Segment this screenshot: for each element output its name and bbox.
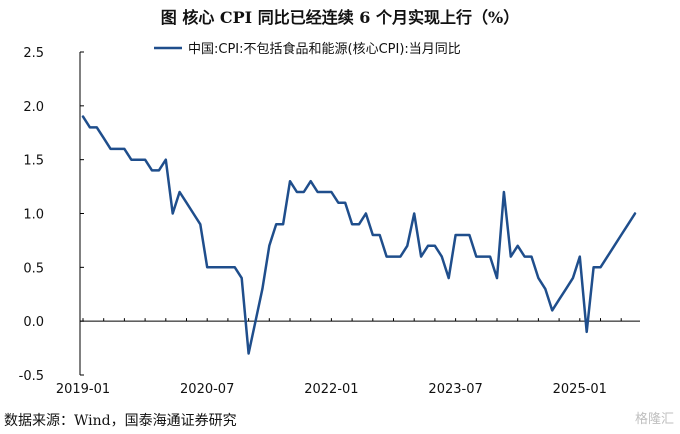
source-note: 数据来源：Wind，国泰海通证券研究 — [4, 413, 237, 429]
chart-title: 图 核心 CPI 同比已经连续 6 个月实现上行（%） — [160, 8, 520, 27]
y-tick-label: 1.5 — [23, 154, 44, 169]
chart-axes — [79, 52, 640, 375]
y-tick-label: 0.0 — [23, 315, 44, 330]
y-tick-label: 0.5 — [23, 261, 44, 276]
series-group — [81, 115, 637, 355]
x-tick-label: 2019-01 — [56, 382, 110, 397]
y-tick-label: 2.0 — [23, 100, 44, 115]
x-axis-ticks: 2019-01 2020-07 2022-01 2023-07 2025-01 — [56, 318, 622, 397]
series-line-core-cpi — [81, 115, 637, 355]
x-tick-label: 2020-07 — [180, 382, 234, 397]
y-tick-label: -0.5 — [19, 369, 44, 384]
x-tick-label: 2025-01 — [553, 382, 607, 397]
y-axis-ticks: -0.5 0.0 0.5 1.0 1.5 2.0 2.5 — [19, 46, 84, 384]
x-tick-label: 2023-07 — [428, 382, 482, 397]
watermark: 格隆汇 — [634, 412, 674, 427]
x-tick-label: 2022-01 — [304, 382, 358, 397]
legend-label: 中国:CPI:不包括食品和能源(核心CPI):当月同比 — [188, 41, 461, 57]
y-tick-label: 1.0 — [23, 208, 44, 223]
legend: 中国:CPI:不包括食品和能源(核心CPI):当月同比 — [154, 41, 461, 57]
y-tick-label: 2.5 — [23, 46, 44, 61]
